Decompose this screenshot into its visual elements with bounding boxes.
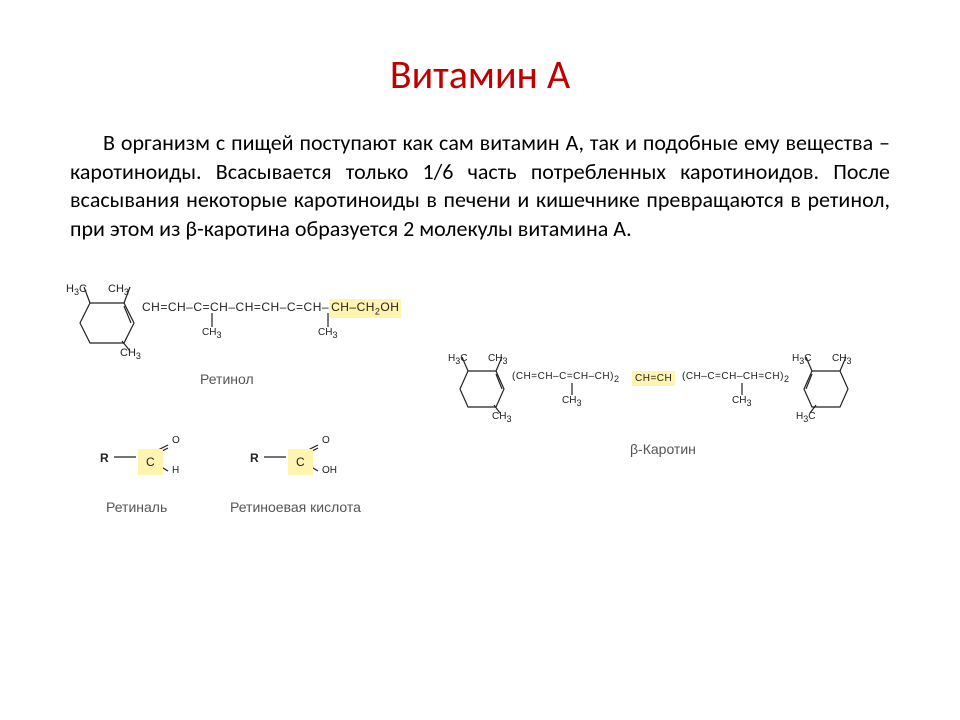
bcar-r-topbonds bbox=[802, 353, 850, 369]
retinoic-o: O bbox=[322, 435, 330, 446]
retinoic-oh: OH bbox=[322, 465, 337, 476]
retinol-branch-2: CH3 bbox=[318, 327, 337, 340]
bcar-r-bottom-bond bbox=[808, 403, 822, 415]
retinoic-label: Ретиноевая кислота bbox=[230, 499, 361, 515]
body-paragraph: В организм с пищей поступают как сам вит… bbox=[70, 129, 890, 243]
retinol-ring-top-bonds bbox=[78, 281, 136, 299]
retinal-h: H bbox=[172, 465, 179, 476]
chemistry-figures: H3C CH3 CH3 CH=CH–C=CH–CH=CH–C=CH–CH–CH2… bbox=[60, 263, 900, 583]
retinol-chain-prefix: CH=CH–C=CH–CH=CH–C=CH– bbox=[142, 300, 329, 314]
slide-title: Витамин А bbox=[60, 50, 900, 99]
retinoic-r: R bbox=[250, 451, 259, 465]
retinol-branch-bonds bbox=[142, 313, 402, 333]
bcar-l-topbonds bbox=[458, 353, 506, 369]
retinol-ring-bottom-bond bbox=[120, 339, 134, 353]
retinal-r: R bbox=[100, 451, 109, 465]
retinal-label: Ретиналь bbox=[106, 499, 167, 515]
retinoic-c: C bbox=[288, 449, 313, 475]
bcar-br1: CH3 bbox=[562, 395, 581, 408]
bcarotene-label: β-Каротин bbox=[630, 441, 696, 457]
bcar-branches bbox=[512, 383, 812, 401]
retinol-branch-1: CH3 bbox=[202, 327, 221, 340]
bcar-l-bottom-bond bbox=[492, 403, 506, 415]
retinol-label: Ретинол bbox=[200, 371, 254, 387]
retinal-o: O bbox=[172, 435, 180, 446]
bcar-br2: CH3 bbox=[732, 395, 751, 408]
retinal-c: C bbox=[138, 449, 163, 475]
